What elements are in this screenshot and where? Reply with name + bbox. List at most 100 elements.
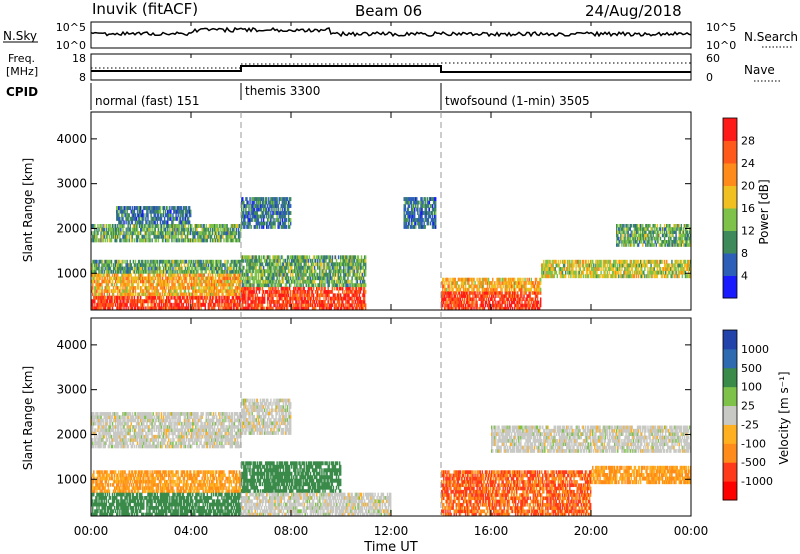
power-cell: [186, 213, 189, 218]
power-cell: [364, 272, 367, 277]
power-cell: [183, 259, 186, 264]
power-cell: [291, 262, 293, 267]
power-cell: [113, 227, 116, 232]
power-cell: [124, 206, 126, 211]
power-cell: [298, 283, 300, 288]
power-cell: [127, 206, 129, 211]
power-cell: [134, 266, 137, 271]
power-cell: [224, 266, 226, 271]
power-cell: [110, 299, 113, 304]
power-cell: [344, 279, 346, 284]
power-cell: [325, 262, 327, 267]
power-cell: [204, 276, 206, 281]
power-cell: [360, 306, 363, 311]
power-cell: [267, 269, 269, 274]
power-cell: [97, 266, 99, 271]
power-cell: [114, 286, 117, 290]
power-cell: [267, 293, 269, 298]
power-cell: [146, 206, 148, 211]
power-cell: [231, 231, 234, 236]
power-cell: [270, 214, 272, 219]
power-cell: [511, 294, 514, 298]
power-cell: [198, 238, 200, 243]
power-cell: [279, 214, 281, 219]
power-cell: [137, 269, 140, 274]
power-cell: [125, 216, 127, 221]
power-cell: [208, 306, 211, 311]
power-cell: [124, 302, 126, 307]
power-cell: [297, 262, 299, 267]
power-cell: [337, 272, 340, 277]
power-cell: [162, 223, 165, 228]
power-cell: [166, 206, 168, 211]
power-cell: [176, 206, 178, 211]
freq-tick-bottom: 8: [79, 71, 86, 84]
power-cell: [180, 209, 183, 214]
power-cell: [204, 234, 206, 239]
power-cell: [331, 283, 334, 288]
power-cell: [184, 234, 187, 239]
power-cell: [103, 234, 105, 239]
power-cell: [163, 227, 166, 232]
power-cell: [174, 295, 176, 300]
power-cell: [162, 302, 165, 307]
power-cell: [425, 207, 427, 212]
power-cell: [322, 272, 324, 277]
power-cell: [211, 286, 214, 290]
power-cell: [303, 255, 305, 260]
power-cell: [261, 262, 264, 267]
power-cell: [413, 221, 416, 226]
power-cell: [420, 224, 422, 229]
power-cell: [167, 276, 169, 281]
power-cell: [171, 289, 173, 293]
power-cell: [100, 302, 102, 307]
power-cell: [487, 300, 490, 305]
power-cell: [114, 234, 117, 239]
power-cell: [178, 220, 180, 225]
power-cell: [174, 273, 176, 277]
power-cell: [337, 303, 340, 308]
power-cell: [99, 299, 101, 304]
power-cell: [456, 297, 459, 301]
power-cell: [361, 279, 364, 284]
power-cell: [303, 293, 305, 298]
power-cell: [107, 286, 110, 290]
power-cell: [151, 289, 153, 293]
power-cell: [170, 213, 172, 218]
power-cell: [144, 234, 146, 239]
power-cell: [205, 292, 208, 297]
power-cell: [470, 284, 472, 289]
power-cell: [91, 263, 93, 267]
power-cell: [178, 269, 180, 274]
power-cell: [206, 259, 209, 264]
power-cell: [293, 296, 295, 301]
power-cell: [235, 223, 238, 228]
power-cell: [123, 289, 125, 293]
power-cell: [97, 286, 99, 290]
power-cell: [249, 218, 251, 222]
power-cell: [158, 209, 161, 214]
power-cell: [280, 224, 283, 229]
power-cell: [173, 209, 175, 214]
power-cell: [110, 276, 113, 281]
power-cell: [218, 269, 220, 274]
power-cell: [236, 289, 239, 293]
power-cell: [350, 258, 352, 263]
power-cell: [114, 273, 117, 277]
power-cell: [259, 262, 262, 267]
power-cell: [481, 277, 484, 282]
power-cell: [431, 197, 434, 201]
power-cell: [122, 273, 124, 277]
power-cell: [448, 287, 450, 292]
power-cell: [103, 269, 105, 274]
power-cell: [455, 303, 458, 308]
power-cell: [185, 279, 188, 284]
power-cell: [220, 263, 222, 267]
power-cell: [346, 286, 348, 291]
power-cell: [125, 302, 127, 307]
power-cell: [117, 234, 119, 239]
power-cell: [181, 282, 184, 287]
power-cell: [258, 290, 261, 294]
power-cell: [412, 207, 415, 212]
power-cell: [300, 283, 302, 288]
